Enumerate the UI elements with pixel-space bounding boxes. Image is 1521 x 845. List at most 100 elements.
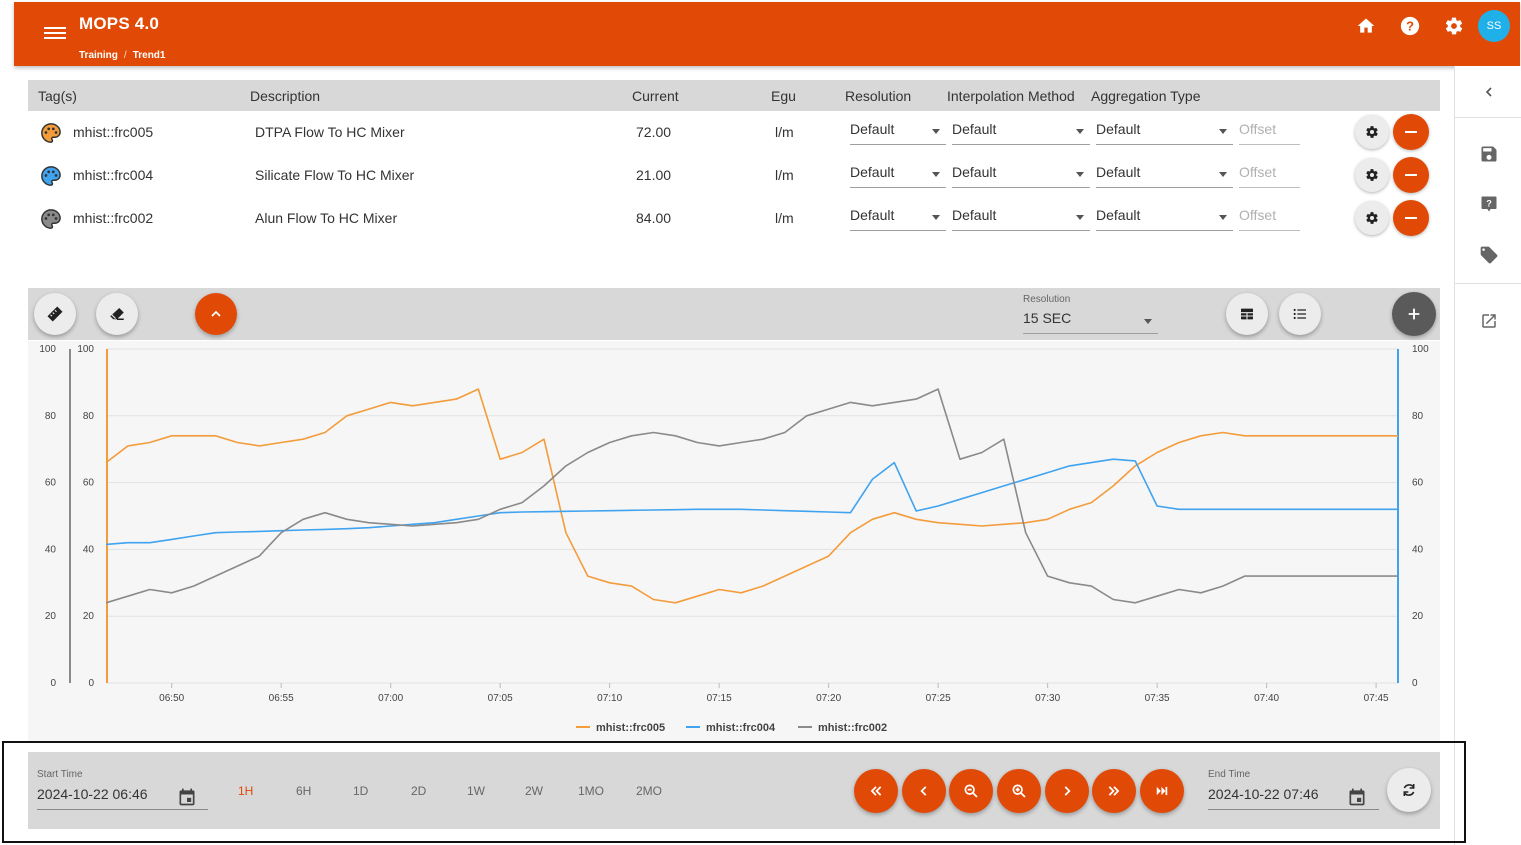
zoom-out-icon[interactable] <box>949 769 993 813</box>
palette-icon[interactable] <box>40 165 62 187</box>
x-tick-label: 07:35 <box>1145 693 1170 704</box>
aggregation-select-value: Default <box>1096 121 1141 137</box>
tag-current-value: 21.00 <box>636 167 672 183</box>
tag-current-value: 84.00 <box>636 210 672 226</box>
hamburger-menu-icon[interactable] <box>44 24 66 44</box>
collapse-chevron-up-icon[interactable] <box>195 293 237 335</box>
row-settings-gear-icon[interactable] <box>1355 158 1389 192</box>
breadcrumb-separator: / <box>123 50 127 61</box>
y-tick-label-inner: 60 <box>83 478 95 489</box>
tag-name: mhist::frc005 <box>73 124 154 140</box>
range-button-1h[interactable]: 1H <box>238 784 254 798</box>
resolution-select[interactable]: Default <box>850 164 946 188</box>
jump-far-back-icon[interactable] <box>854 769 898 813</box>
list-view-icon[interactable] <box>1279 293 1321 335</box>
range-button-2d[interactable]: 2D <box>411 784 427 798</box>
step-forward-icon[interactable] <box>1045 769 1089 813</box>
range-button-2mo[interactable]: 2MO <box>636 784 663 798</box>
rail-divider <box>1455 117 1521 118</box>
offset-input[interactable]: Offset <box>1239 164 1300 188</box>
row-settings-gear-icon[interactable] <box>1355 115 1389 149</box>
user-avatar[interactable]: SS <box>1478 10 1510 42</box>
range-button-1mo[interactable]: 1MO <box>578 784 605 798</box>
resolution-select-value: Default <box>850 164 895 180</box>
help-icon[interactable]: ? <box>1398 14 1422 38</box>
resolution-select-value: 15 SEC <box>1023 310 1072 326</box>
row-settings-gear-icon[interactable] <box>1355 201 1389 235</box>
collapse-chevron-left-icon[interactable] <box>1477 80 1501 104</box>
interpolation-select[interactable]: Default <box>952 164 1090 188</box>
interpolation-select[interactable]: Default <box>952 207 1090 231</box>
x-tick-label: 06:50 <box>159 693 184 704</box>
start-calendar-icon[interactable] <box>177 787 197 807</box>
breadcrumb-item-training[interactable]: Training <box>79 50 118 61</box>
chevron-down-icon <box>1076 172 1084 177</box>
start-time-input[interactable]: 2024-10-22 06:46 <box>37 786 208 810</box>
end-time-input[interactable]: 2024-10-22 07:46 <box>1208 786 1379 810</box>
start-time-value: 2024-10-22 06:46 <box>37 786 148 802</box>
y-tick-label-inner: 40 <box>83 544 95 555</box>
y-tick-label-right: 20 <box>1412 611 1424 622</box>
y-tick-label-right: 0 <box>1412 678 1418 689</box>
refresh-icon[interactable] <box>1387 768 1431 812</box>
offset-input[interactable]: Offset <box>1239 121 1300 145</box>
eraser-icon[interactable] <box>96 293 138 335</box>
resolution-select[interactable]: 15 SEC <box>1023 310 1158 334</box>
y-tick-label-inner: 20 <box>83 611 95 622</box>
tag-description: Alun Flow To HC Mixer <box>255 210 398 226</box>
x-tick-label: 07:45 <box>1364 693 1389 704</box>
aggregation-select[interactable]: Default <box>1096 207 1233 231</box>
aggregation-select[interactable]: Default <box>1096 164 1233 188</box>
settings-gear-icon[interactable] <box>1442 14 1466 38</box>
chevron-down-icon <box>1076 129 1084 134</box>
remove-tag-minus-icon[interactable] <box>1393 157 1429 193</box>
open-in-new-icon[interactable] <box>1477 309 1501 333</box>
step-back-icon[interactable] <box>902 769 946 813</box>
help-box-icon[interactable]: ? <box>1477 192 1501 216</box>
range-button-2w[interactable]: 2W <box>525 784 543 798</box>
add-plus-icon[interactable] <box>1392 292 1436 336</box>
chevron-down-icon <box>932 129 940 134</box>
x-tick-label: 06:55 <box>269 693 294 704</box>
tag-egu: l/m <box>775 210 794 226</box>
remove-tag-minus-icon[interactable] <box>1393 200 1429 236</box>
offset-placeholder: Offset <box>1239 121 1277 137</box>
offset-input[interactable]: Offset <box>1239 207 1300 231</box>
resolution-select[interactable]: Default <box>850 121 946 145</box>
remove-tag-minus-icon[interactable] <box>1393 114 1429 150</box>
interpolation-select[interactable]: Default <box>952 121 1090 145</box>
tag-label-icon[interactable] <box>1477 243 1501 267</box>
zoom-in-icon[interactable] <box>997 769 1041 813</box>
tag-name: mhist::frc002 <box>73 210 154 226</box>
x-tick-label: 07:15 <box>707 693 732 704</box>
end-time-value: 2024-10-22 07:46 <box>1208 786 1319 802</box>
header-aggregation: Aggregation Type <box>1091 88 1201 104</box>
y-tick-label-outer: 100 <box>39 344 56 355</box>
jump-far-forward-icon[interactable] <box>1092 769 1136 813</box>
save-icon[interactable] <box>1477 142 1501 166</box>
y-tick-label-inner: 0 <box>88 678 94 689</box>
range-button-6h[interactable]: 6H <box>296 784 312 798</box>
palette-icon[interactable] <box>40 208 62 230</box>
header-resolution: Resolution <box>845 88 912 104</box>
time-controls-highlight <box>2 741 1466 843</box>
trend-chart[interactable]: 0 0 0 20 20 20 40 40 40 60 60 60 80 80 80 100 100 100 06:5… <box>28 341 1440 741</box>
skip-to-end-icon[interactable] <box>1140 769 1184 813</box>
palette-icon[interactable] <box>40 122 62 144</box>
home-icon[interactable] <box>1354 14 1378 38</box>
ruler-icon[interactable] <box>34 293 76 335</box>
breadcrumb-item-trend1[interactable]: Trend1 <box>132 50 166 61</box>
table-view-icon[interactable] <box>1226 293 1268 335</box>
end-calendar-icon[interactable] <box>1347 787 1367 807</box>
header-description: Description <box>250 88 321 104</box>
chart-toolbar: Resolution 15 SEC <box>28 288 1440 340</box>
aggregation-select[interactable]: Default <box>1096 121 1233 145</box>
range-button-1d[interactable]: 1D <box>353 784 369 798</box>
resolution-select[interactable]: Default <box>850 207 946 231</box>
range-button-1w[interactable]: 1W <box>467 784 485 798</box>
table-header: Tag(s) Description Current Egu Resolutio… <box>28 80 1440 111</box>
series-line-mhist-frc002 <box>105 388 1398 604</box>
x-tick-label: 07:05 <box>488 693 513 704</box>
x-tick-label: 07:20 <box>816 693 841 704</box>
